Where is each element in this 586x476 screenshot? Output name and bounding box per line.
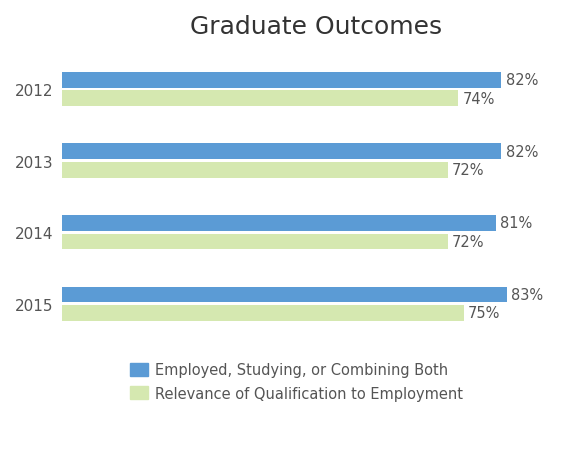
Bar [62,73,502,89]
Legend: Employed, Studying, or Combining Both, Relevance of Qualification to Employment: Employed, Studying, or Combining Both, R… [130,362,463,401]
Bar [62,144,502,160]
Bar [62,306,464,321]
Text: 81%: 81% [500,216,533,231]
Text: 72%: 72% [452,235,485,249]
Text: 82%: 82% [506,144,538,159]
Text: 74%: 74% [463,91,495,107]
Bar [62,216,496,231]
Title: Graduate Outcomes: Graduate Outcomes [190,15,442,39]
Text: 75%: 75% [468,306,500,321]
Text: 72%: 72% [452,163,485,178]
Bar [62,163,448,178]
Bar [62,234,448,250]
Bar [62,287,507,303]
Bar [62,91,458,107]
Text: 83%: 83% [511,288,543,302]
Text: 82%: 82% [506,73,538,88]
